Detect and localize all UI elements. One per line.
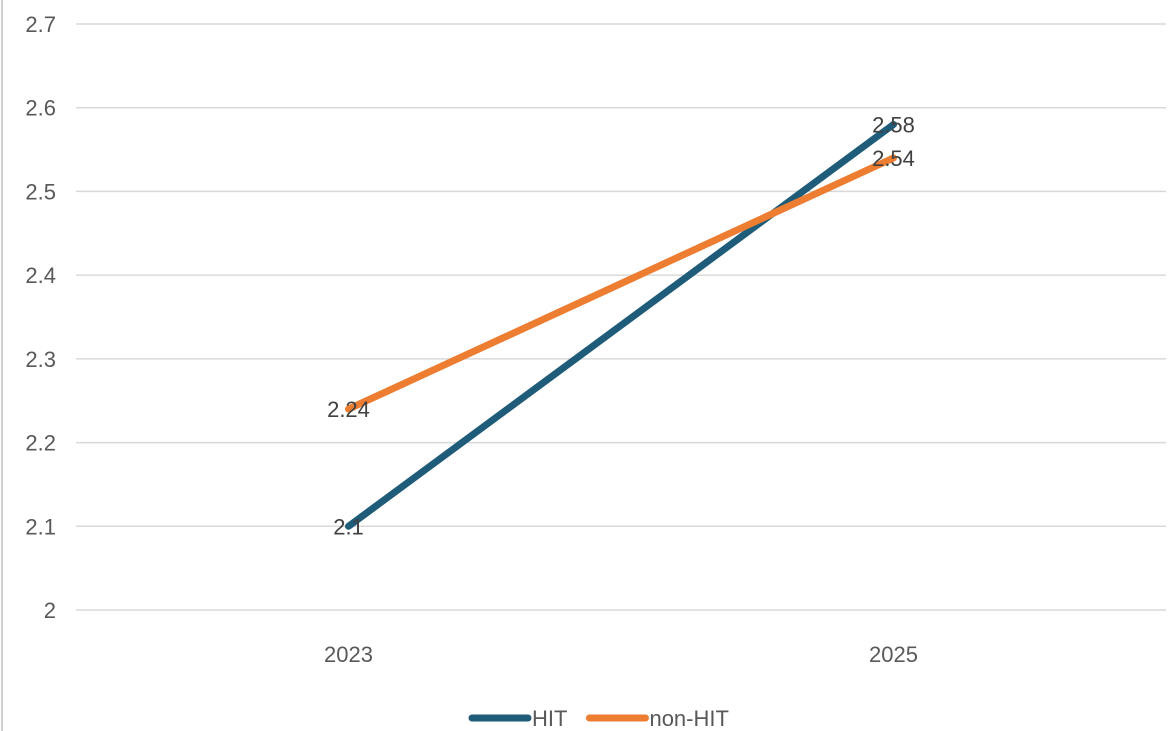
- x-axis-tick-labels: 2023 2025: [324, 642, 918, 667]
- y-tick-label: 2.5: [25, 179, 56, 204]
- legend-label: non-HIT: [649, 706, 728, 731]
- x-tick-label: 2025: [869, 642, 918, 667]
- data-label: 2.54: [872, 146, 915, 171]
- series-line-hit: [345, 120, 897, 530]
- data-label: 2.58: [872, 112, 915, 137]
- data-labels: 2.1 2.58 2.24 2.54: [327, 112, 915, 539]
- y-tick-label: 2.1: [25, 514, 56, 539]
- legend: HIT non-HIT: [468, 706, 729, 731]
- y-tick-label: 2.6: [25, 96, 56, 121]
- y-tick-label: 2: [44, 598, 56, 623]
- series-lines: [345, 120, 897, 530]
- y-tick-label: 2.3: [25, 347, 56, 372]
- data-label: 2.24: [327, 397, 370, 422]
- y-tick-label: 2.4: [25, 263, 56, 288]
- y-axis-tick-labels: 2 2.1 2.2 2.3 2.4 2.5 2.6 2.7: [25, 12, 56, 623]
- x-tick-label: 2023: [324, 642, 373, 667]
- series-line-non-hit: [345, 154, 897, 413]
- y-tick-label: 2.7: [25, 12, 56, 37]
- data-label: 2.1: [333, 514, 364, 539]
- y-tick-label: 2.2: [25, 431, 56, 456]
- legend-label: HIT: [532, 706, 567, 731]
- gridlines: [76, 23, 1166, 611]
